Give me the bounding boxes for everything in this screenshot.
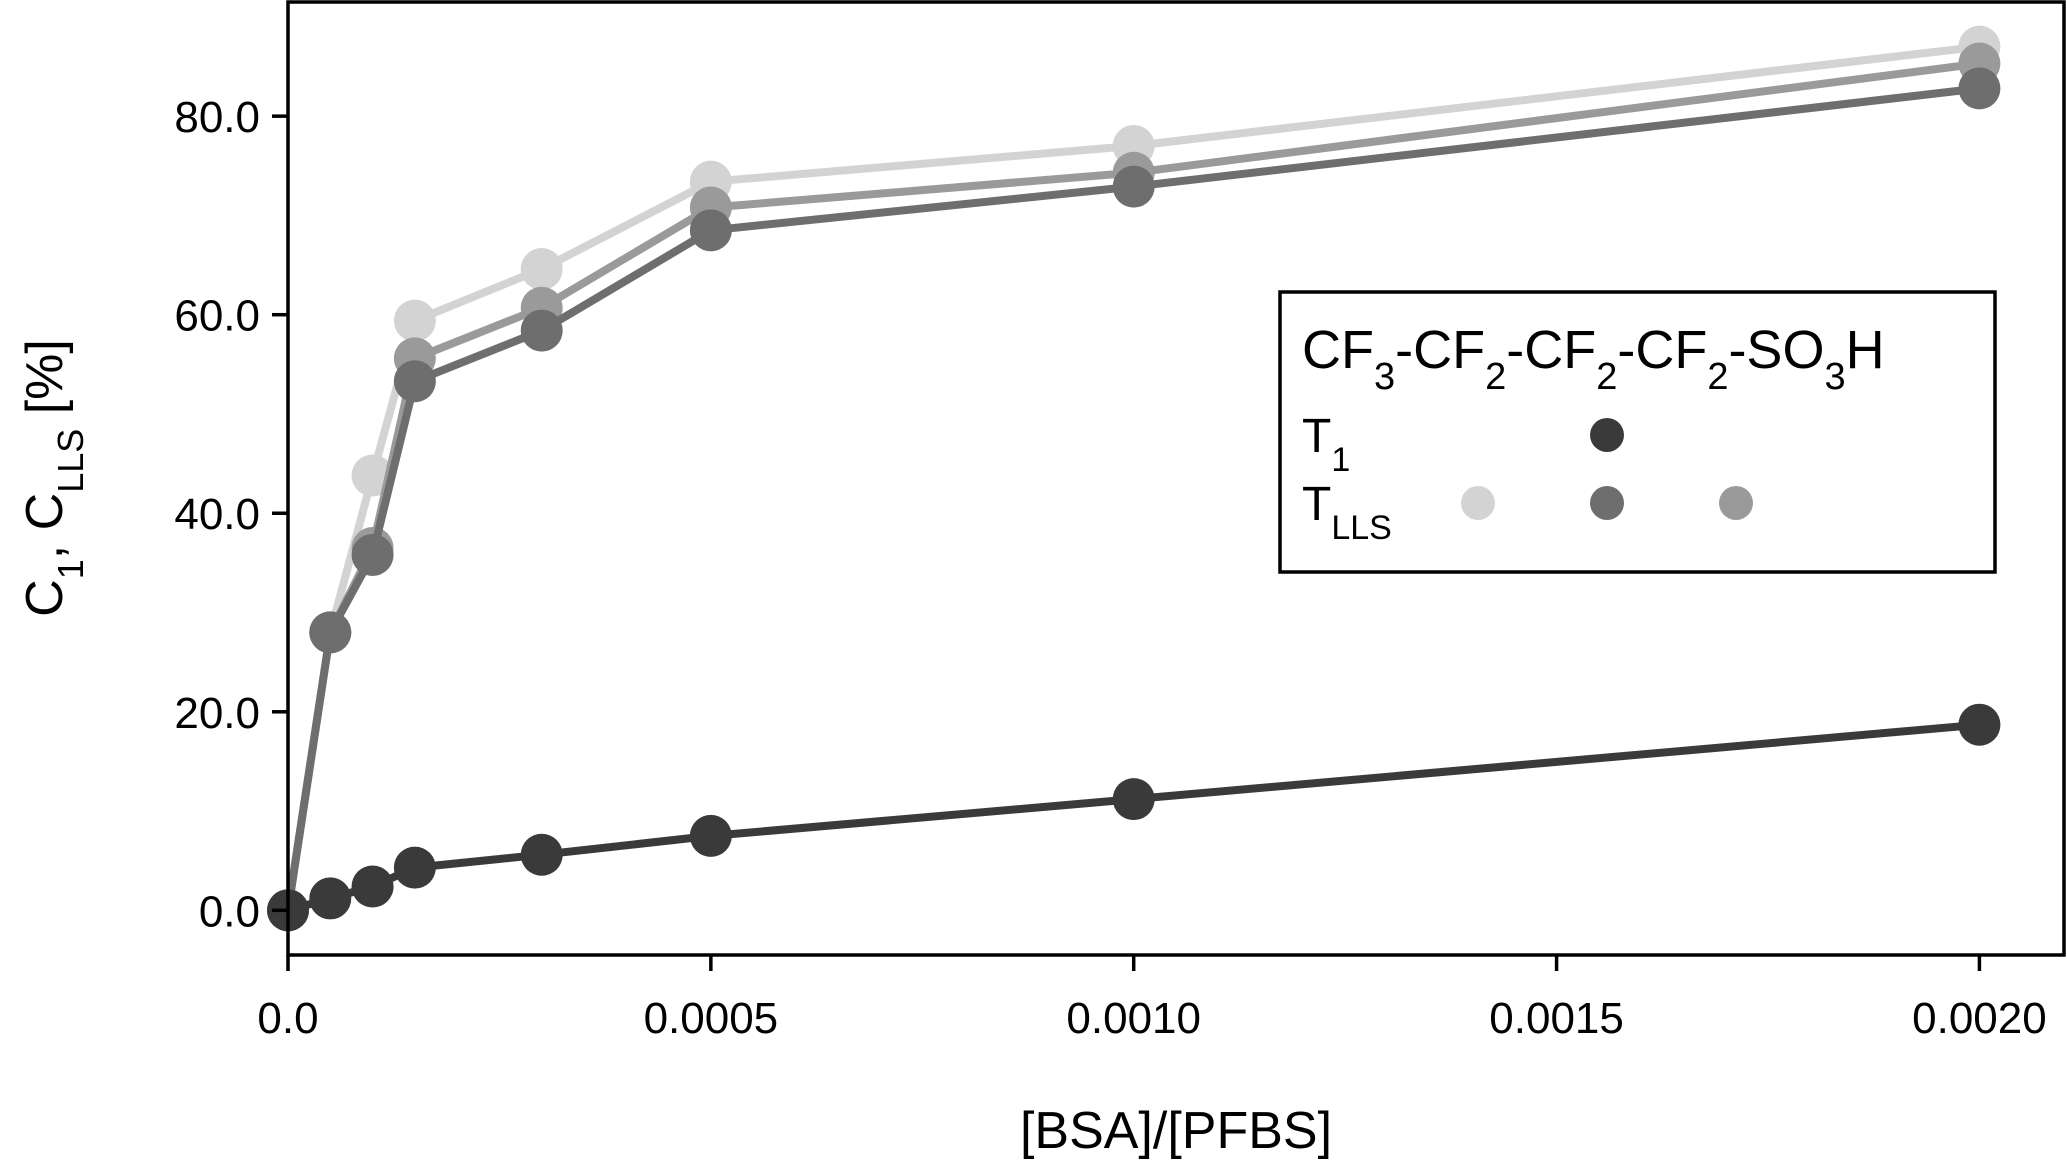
- legend-row-label: T1: [1302, 410, 1350, 479]
- y-label-subscript: 1: [50, 559, 91, 579]
- legend-marker: [1590, 418, 1624, 452]
- legend-row: TLLS: [1302, 478, 1753, 547]
- data-point: [393, 299, 436, 342]
- series-layer: [267, 25, 2001, 932]
- data-point: [393, 360, 436, 403]
- legend-title-text: -SO: [1728, 320, 1824, 380]
- data-point: [351, 865, 394, 908]
- y-label-text: C: [16, 579, 74, 617]
- legend-row: T1: [1302, 410, 1624, 479]
- data-point: [1112, 778, 1155, 821]
- legend-marker: [1590, 486, 1624, 520]
- legend-marker: [1461, 486, 1495, 520]
- y-label-text: [%]: [16, 339, 74, 429]
- x-tick-label: 0.0010: [1066, 994, 1201, 1043]
- legend-title-text: H: [1846, 320, 1885, 380]
- legend-title-subscript: 3: [1374, 356, 1395, 398]
- legend-box: [1278, 290, 1997, 574]
- legend-title-subscript: 3: [1824, 356, 1845, 398]
- data-point: [1112, 165, 1155, 208]
- data-point: [520, 833, 563, 876]
- x-tick-label: 0.0005: [644, 994, 779, 1043]
- legend-title-text: CF: [1302, 320, 1374, 380]
- legend-title-text: -CF: [1506, 320, 1596, 380]
- y-label-subscript: LLS: [50, 429, 91, 493]
- legend-title-subscript: 2: [1596, 356, 1617, 398]
- y-tick-label: 80.0: [174, 93, 260, 142]
- legend-title-text: -CF: [1617, 320, 1707, 380]
- y-axis: 0.0 20.0 40.0 60.0 80.0: [174, 93, 288, 936]
- x-tick-label: 0.0015: [1489, 994, 1624, 1043]
- legend-title: CF3-CF2-CF2-CF2-SO3H: [1302, 320, 1885, 398]
- x-tick-label: 0.0: [257, 994, 318, 1043]
- legend-row-text: T: [1302, 410, 1331, 463]
- series-line: [284, 42, 1980, 911]
- y-tick-label: 40.0: [174, 490, 260, 539]
- data-point: [1958, 67, 2001, 110]
- data-point: [1958, 703, 2001, 746]
- y-tick-label: 20.0: [174, 689, 260, 738]
- data-point: [351, 533, 394, 576]
- legend-title-subscript: 2: [1707, 356, 1728, 398]
- data-point: [520, 309, 563, 352]
- y-label-text: , C: [16, 493, 74, 559]
- legend-row-label: TLLS: [1302, 478, 1392, 547]
- x-tick-label: 0.0020: [1912, 994, 2047, 1043]
- data-point: [309, 611, 352, 654]
- y-tick-label: 0.0: [199, 887, 260, 936]
- data-point: [689, 814, 732, 857]
- data-point: [309, 877, 352, 920]
- legend-row-subscript: 1: [1331, 441, 1350, 479]
- legend-marker: [1719, 486, 1753, 520]
- y-axis-label: C1, CLLS [%]: [16, 339, 91, 617]
- x-axis-label: [BSA]/[PFBS]: [1020, 1102, 1332, 1160]
- legend-title-text: -CF: [1395, 320, 1485, 380]
- x-axis: 0.0 0.0005 0.0010 0.0015 0.0020: [257, 955, 2047, 1043]
- data-point: [520, 248, 563, 291]
- legend-row-text: T: [1302, 478, 1331, 531]
- legend-title-subscript: 2: [1485, 356, 1506, 398]
- y-tick-label: 60.0: [174, 292, 260, 341]
- plot-frame: [286, 0, 2066, 957]
- data-point: [393, 846, 436, 889]
- series-4: [267, 703, 2001, 932]
- legend-row-subscript: LLS: [1331, 509, 1392, 547]
- data-point: [689, 209, 732, 252]
